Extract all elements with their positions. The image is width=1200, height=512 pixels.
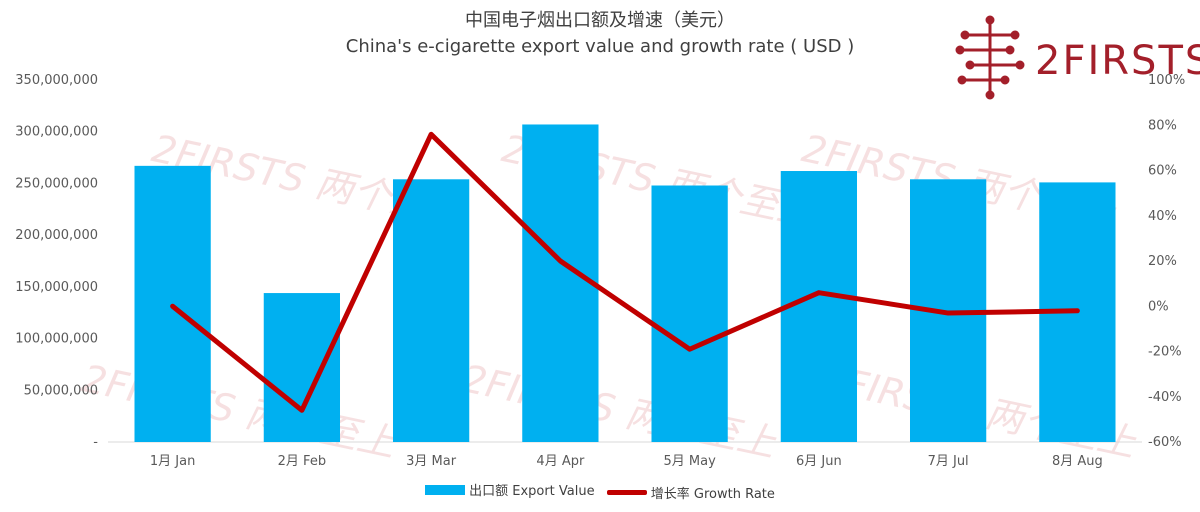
y-right-tick-label: 20% xyxy=(1148,254,1177,269)
bar xyxy=(263,293,341,442)
y-left-tick-label: 150,000,000 xyxy=(15,280,98,295)
legend-item-growth-rate: 增长率 Growth Rate xyxy=(606,483,775,502)
x-tick-label: 7月 Jul xyxy=(928,454,969,469)
legend-item-export-value: 出口额 Export Value xyxy=(425,480,595,499)
x-tick-label: 5月 May xyxy=(663,454,716,469)
y-right-tick-label: 0% xyxy=(1148,299,1169,314)
y-left-tick-label: 50,000,000 xyxy=(24,383,98,398)
y-left-tick-label: 350,000,000 xyxy=(15,73,98,88)
bar xyxy=(392,179,470,442)
y-right-tick-label: 60% xyxy=(1148,164,1177,179)
y-right-tick-label: 80% xyxy=(1148,118,1177,133)
y-left-tick-label: 200,000,000 xyxy=(15,228,98,243)
y-left-tick-label: 300,000,000 xyxy=(15,125,98,140)
x-tick-label: 2月 Feb xyxy=(278,454,326,469)
growth-rate-line xyxy=(170,131,1080,413)
x-tick-label: 6月 Jun xyxy=(796,454,842,469)
x-tick-label: 3月 Mar xyxy=(406,454,457,469)
legend-line-swatch xyxy=(606,489,647,495)
bar xyxy=(522,124,599,442)
legend-bar-label: 出口额 Export Value xyxy=(469,484,595,499)
legend-bar-swatch xyxy=(425,484,466,495)
x-tick-label: 1月 Jan xyxy=(150,454,195,469)
brand-logo xyxy=(950,10,1030,109)
y-right-tick-label: 100% xyxy=(1148,73,1185,88)
y-right-tick-label: 40% xyxy=(1148,209,1177,224)
y-right-tick-label: -60% xyxy=(1148,435,1182,450)
bar xyxy=(651,185,728,443)
chart-title-zh: 中国电子烟出口额及增速（美元） xyxy=(465,10,735,31)
y-right-tick-label: -40% xyxy=(1148,390,1182,405)
y-right-tick-label: -20% xyxy=(1148,345,1182,360)
logo-text: 2FIRSTS xyxy=(1035,38,1200,84)
y-left-tick-label: 250,000,000 xyxy=(15,176,98,191)
chart-title-en: China's e-cigarette export value and gro… xyxy=(345,36,855,57)
x-tick-label: 4月 Apr xyxy=(536,454,585,469)
legend-line-label: 增长率 Growth Rate xyxy=(650,486,775,502)
x-tick-label: 8月 Aug xyxy=(1052,454,1103,469)
chart-title: 中国电子烟出口额及增速（美元） China's e-cigarette expo… xyxy=(0,8,1200,60)
logo-icon xyxy=(955,15,1025,100)
y-left-tick-label: - xyxy=(93,435,98,450)
y-left-tick-label: 100,000,000 xyxy=(15,332,98,347)
chart-legend: 出口额 Export Value 增长率 Growth Rate xyxy=(0,480,1200,502)
